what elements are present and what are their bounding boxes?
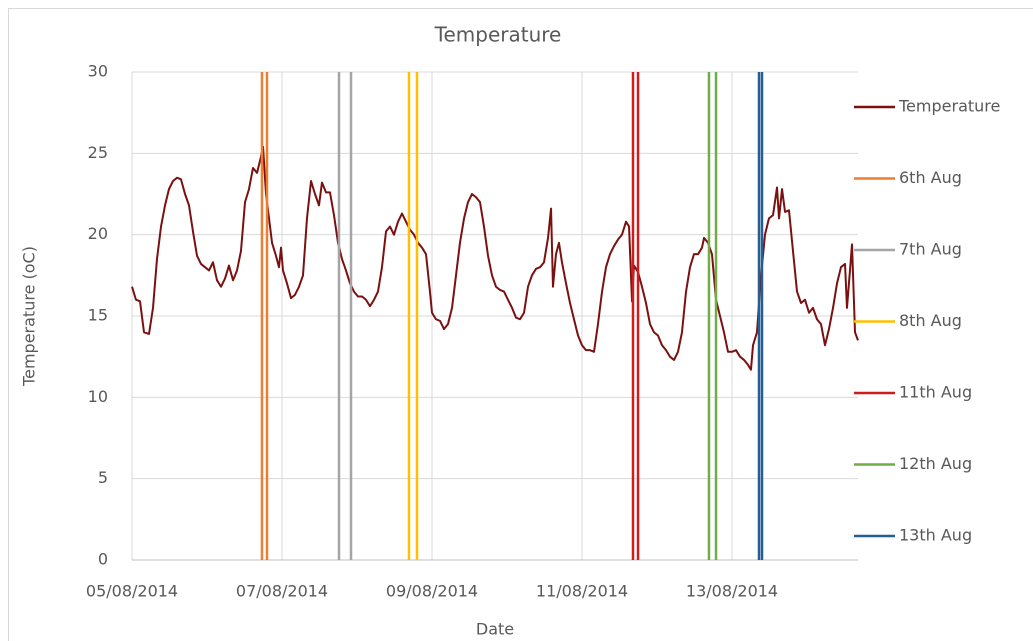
legend-label: 12th Aug (899, 454, 972, 473)
legend-label: 6th Aug (899, 168, 962, 187)
x-tick-label: 09/08/2014 (386, 582, 478, 601)
y-tick-label: 15 (88, 306, 108, 325)
x-tick-label: 05/08/2014 (86, 582, 178, 601)
y-tick-label: 30 (88, 62, 108, 81)
x-axis-title: Date (476, 620, 514, 639)
legend-label: Temperature (898, 97, 1000, 116)
y-tick-label: 10 (88, 387, 108, 406)
y-tick-label: 5 (98, 468, 108, 487)
x-tick-label: 13/08/2014 (686, 582, 778, 601)
legend-label: 7th Aug (899, 240, 962, 259)
y-tick-label: 20 (88, 224, 108, 243)
chart-title: Temperature (434, 23, 562, 47)
data-line (131, 145, 859, 371)
y-tick-label: 0 (98, 550, 108, 569)
chart-frame (8, 8, 1033, 641)
y-axis-title: Temperature (oC) (20, 246, 39, 387)
x-tick-label: 11/08/2014 (536, 582, 628, 601)
y-tick-label: 25 (88, 143, 108, 162)
x-tick-label: 07/08/2014 (236, 582, 328, 601)
legend-label: 8th Aug (899, 311, 962, 330)
legend-label: 13th Aug (899, 526, 972, 545)
legend-label: 11th Aug (899, 383, 972, 402)
